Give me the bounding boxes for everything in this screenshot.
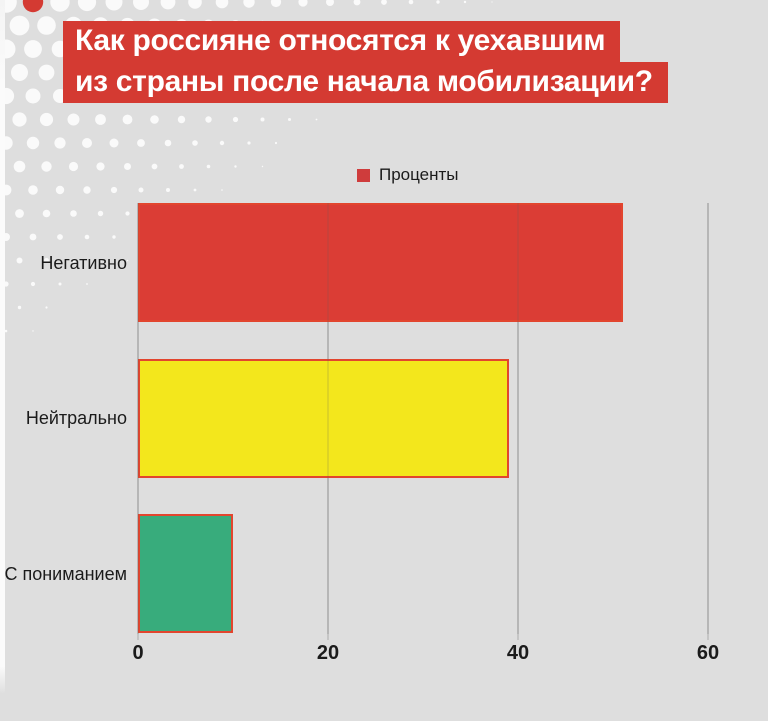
- legend-swatch-icon: [357, 168, 370, 182]
- x-tick-label: 0: [132, 642, 144, 664]
- legend-label: Проценты: [379, 165, 459, 184]
- gridline-overlay-x-40: [517, 203, 519, 634]
- x-tick-label: 60: [696, 642, 720, 664]
- gridline-x-40: [517, 203, 519, 640]
- gridline-overlay-x-0: [137, 203, 139, 634]
- x-tick-label: 40: [506, 642, 530, 664]
- chart-bar-1: [138, 203, 623, 322]
- chart-bar-3: [138, 514, 233, 633]
- left-edge-highlight: [0, 0, 5, 694]
- category-label-3: С пониманием: [4, 563, 127, 584]
- legend: Проценты: [357, 165, 459, 185]
- chart-bar-2: [138, 358, 509, 478]
- chart-title-line-2: из страны после начала мобилизации?: [63, 62, 668, 103]
- chart-title-line-1: Как россияне относятся к уехавшим: [63, 21, 621, 62]
- gridline-overlay-x-60: [707, 203, 709, 634]
- gridline-x-60: [707, 203, 709, 640]
- category-label-1: Негативно: [40, 252, 127, 273]
- gridline-overlay-x-20: [327, 203, 329, 634]
- category-label-2: Нейтрально: [25, 408, 127, 428]
- x-tick-label: 20: [316, 642, 340, 664]
- chart-title: Как россияне относятся к уехавшим из стр…: [63, 21, 668, 103]
